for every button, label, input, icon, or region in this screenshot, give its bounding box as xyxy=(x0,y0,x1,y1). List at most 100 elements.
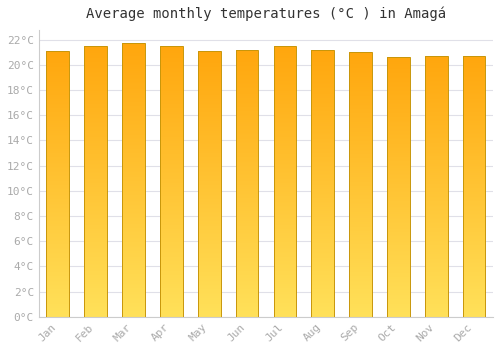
Bar xyxy=(160,63,182,65)
Bar xyxy=(425,232,448,233)
Bar xyxy=(198,200,220,201)
Bar xyxy=(236,298,258,300)
Bar xyxy=(236,64,258,66)
Bar xyxy=(160,100,182,102)
Bar xyxy=(122,116,145,117)
Bar xyxy=(198,300,220,301)
Bar xyxy=(312,312,334,313)
Bar xyxy=(387,106,410,108)
Bar xyxy=(274,81,296,83)
Bar xyxy=(387,96,410,98)
Bar xyxy=(312,274,334,275)
Bar xyxy=(387,99,410,100)
Bar xyxy=(198,173,220,175)
Bar xyxy=(236,90,258,91)
Bar xyxy=(349,116,372,117)
Bar xyxy=(425,289,448,291)
Bar xyxy=(349,284,372,285)
Bar xyxy=(425,56,448,317)
Bar xyxy=(425,74,448,76)
Bar xyxy=(84,116,107,118)
Bar xyxy=(198,275,220,277)
Bar xyxy=(274,206,296,207)
Bar xyxy=(425,265,448,266)
Bar xyxy=(122,60,145,61)
Bar xyxy=(236,126,258,127)
Bar xyxy=(198,187,220,188)
Bar xyxy=(236,153,258,154)
Bar xyxy=(84,160,107,161)
Bar xyxy=(463,62,485,64)
Bar xyxy=(46,96,69,98)
Bar xyxy=(198,60,220,62)
Bar xyxy=(198,253,220,254)
Bar xyxy=(236,307,258,309)
Bar xyxy=(160,170,182,172)
Bar xyxy=(312,303,334,305)
Bar xyxy=(236,199,258,201)
Bar xyxy=(349,198,372,199)
Bar xyxy=(160,280,182,282)
Bar xyxy=(46,144,69,145)
Bar xyxy=(349,142,372,144)
Bar xyxy=(349,147,372,149)
Bar xyxy=(274,280,296,282)
Bar xyxy=(236,110,258,111)
Bar xyxy=(84,208,107,210)
Bar xyxy=(463,299,485,300)
Bar xyxy=(349,204,372,206)
Bar xyxy=(312,155,334,156)
Bar xyxy=(122,162,145,164)
Bar xyxy=(160,93,182,95)
Bar xyxy=(312,71,334,72)
Bar xyxy=(274,104,296,106)
Bar xyxy=(122,311,145,313)
Bar xyxy=(349,277,372,279)
Bar xyxy=(160,288,182,290)
Bar xyxy=(122,145,145,146)
Bar xyxy=(236,89,258,90)
Bar xyxy=(425,189,448,190)
Bar xyxy=(84,107,107,108)
Bar xyxy=(387,82,410,83)
Bar xyxy=(387,251,410,252)
Bar xyxy=(349,80,372,81)
Bar xyxy=(236,240,258,242)
Bar xyxy=(160,301,182,302)
Bar xyxy=(122,203,145,205)
Bar xyxy=(160,196,182,198)
Bar xyxy=(236,118,258,119)
Bar xyxy=(160,294,182,295)
Bar xyxy=(274,150,296,152)
Bar xyxy=(349,171,372,173)
Bar xyxy=(312,146,334,147)
Bar xyxy=(122,114,145,116)
Bar xyxy=(160,187,182,188)
Bar xyxy=(160,261,182,262)
Bar xyxy=(46,294,69,295)
Bar xyxy=(312,119,334,120)
Bar xyxy=(198,265,220,266)
Bar xyxy=(312,214,334,215)
Bar xyxy=(236,302,258,303)
Bar xyxy=(387,274,410,275)
Bar xyxy=(387,265,410,266)
Bar xyxy=(198,51,220,52)
Bar xyxy=(84,175,107,176)
Bar xyxy=(387,203,410,204)
Bar xyxy=(84,178,107,180)
Bar xyxy=(46,270,69,272)
Bar xyxy=(236,162,258,163)
Bar xyxy=(236,186,258,187)
Bar xyxy=(349,163,372,165)
Bar xyxy=(46,90,69,91)
Bar xyxy=(160,253,182,254)
Bar xyxy=(387,88,410,90)
Bar xyxy=(84,76,107,77)
Bar xyxy=(236,145,258,146)
Bar xyxy=(274,65,296,66)
Bar xyxy=(312,189,334,190)
Bar xyxy=(274,76,296,77)
Bar xyxy=(122,233,145,235)
Bar xyxy=(236,246,258,247)
